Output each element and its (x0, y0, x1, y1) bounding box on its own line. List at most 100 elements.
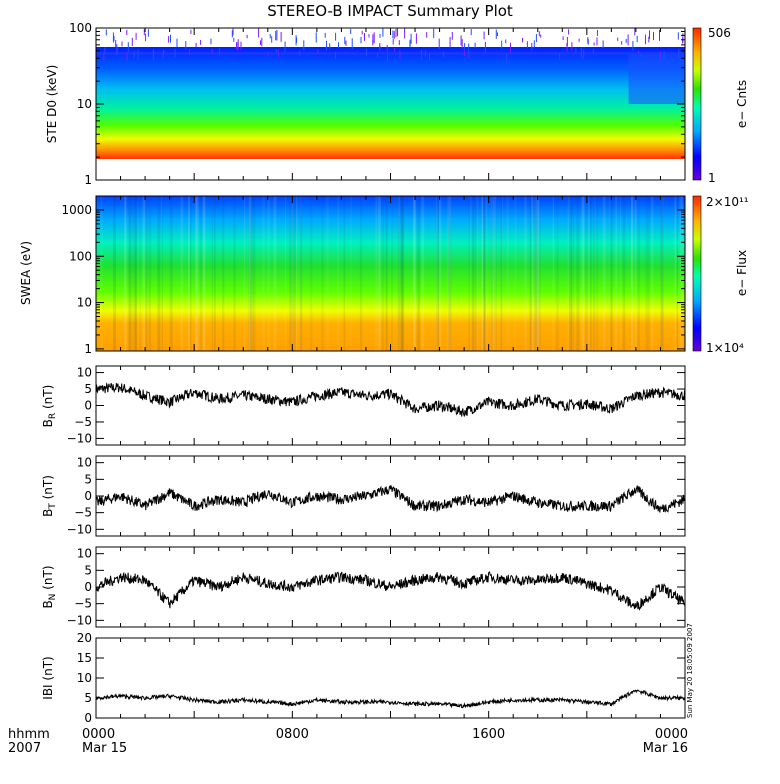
ste-count-speck (382, 28, 384, 37)
swea-stripe (491, 196, 494, 351)
swea-stripe (385, 196, 388, 351)
ste-count-speck (386, 44, 388, 52)
ste-count-speck (324, 33, 326, 38)
swea-stripe (397, 196, 401, 351)
swea-stripe (631, 196, 634, 351)
ste-count-speck (145, 33, 147, 42)
swea-stripe (113, 196, 116, 351)
ste-count-speck (188, 48, 190, 55)
swea-stripe (326, 196, 329, 351)
ste-count-speck (350, 28, 352, 34)
ste-count-speck (531, 42, 533, 51)
ste-count-speck (410, 33, 412, 44)
ste-spectrogram (96, 47, 685, 159)
ste-count-speck (395, 28, 397, 38)
swea-stripe (534, 196, 538, 351)
br-ytick-label: −5 (74, 415, 92, 429)
ste-count-speck (433, 28, 435, 39)
swea-colorbar-label: e− Flux (735, 250, 749, 296)
ste-count-speck (596, 29, 598, 36)
bt-ytick-label: 5 (84, 472, 92, 486)
br-ytick-label: 5 (84, 382, 92, 396)
swea-stripe (400, 196, 404, 351)
swea-stripe (500, 196, 503, 351)
swea-stripe (343, 196, 346, 351)
bt-ytick-label: −10 (67, 522, 92, 536)
swea-stripe (524, 196, 527, 351)
ste-count-speck (269, 34, 271, 39)
swea-stripe (471, 196, 474, 351)
ste-count-speck (135, 32, 137, 40)
ste-count-speck (638, 50, 640, 54)
ste-count-speck (267, 52, 269, 56)
ste-count-speck (648, 36, 650, 43)
ste-count-speck (127, 42, 129, 53)
ste-count-speck (443, 51, 445, 58)
ste-count-speck (677, 32, 679, 40)
swea-stripe (412, 196, 416, 351)
ste-count-speck (632, 41, 634, 51)
swea-stripe (243, 196, 246, 351)
swea-stripe (631, 196, 633, 351)
swea-stripe (233, 196, 236, 351)
swea-stripe (401, 196, 405, 351)
ste-count-speck (246, 34, 248, 39)
ste-count-speck (583, 49, 585, 59)
ste-ytick-label: 100 (69, 21, 92, 35)
ste-count-speck (682, 33, 684, 44)
ste-count-speck (602, 40, 604, 48)
ste-count-speck (210, 38, 212, 45)
ste-count-speck (463, 50, 465, 56)
ste-count-speck (317, 49, 319, 54)
ste-count-speck (137, 49, 139, 60)
swea-stripe (674, 196, 677, 351)
swea-stripe (448, 196, 451, 351)
bt-frame (95, 455, 686, 537)
swea-stripe (124, 196, 127, 351)
br-ytick-label: −10 (67, 431, 92, 445)
swea-stripe (661, 196, 664, 351)
swea-stripe (262, 196, 265, 351)
swea-stripe (637, 196, 640, 351)
swea-stripe (593, 196, 596, 351)
ste-late-drop (628, 54, 685, 104)
ste-count-speck (351, 38, 353, 49)
swea-stripe (490, 196, 493, 351)
bn-ytick-label: 5 (84, 563, 92, 577)
ste-count-speck (393, 31, 395, 39)
bt-ytick-label: 10 (77, 456, 92, 470)
ste-count-speck (566, 43, 568, 52)
swea-stripe (285, 196, 287, 351)
ste-count-speck (562, 36, 564, 40)
ste-count-speck (168, 36, 170, 43)
ste-count-speck (438, 38, 440, 50)
ste-count-speck (535, 34, 537, 43)
ste-count-speck (392, 38, 394, 45)
time-tick-date: Mar 16 (643, 741, 688, 756)
swea-stripe (576, 196, 580, 351)
swea-stripe (552, 196, 554, 351)
ste-count-speck (461, 39, 463, 49)
swea-stripe (413, 196, 416, 351)
bn-ytick-label: −10 (67, 613, 92, 627)
swea-stripe (132, 196, 134, 351)
ste-count-speck (258, 28, 260, 38)
bmag-ytick-label: 10 (77, 671, 92, 685)
swea-stripe (622, 196, 626, 351)
swea-stripe (438, 196, 442, 351)
ste-count-speck (404, 28, 406, 39)
swea-stripe (556, 196, 559, 351)
ste-count-speck (460, 35, 462, 46)
swea-stripe (662, 196, 664, 351)
bmag-y-label: IBI (nT) (41, 656, 55, 699)
ste-count-speck (190, 29, 192, 35)
ste-count-speck (176, 40, 178, 48)
bn-ytick-label: 0 (84, 580, 92, 594)
swea-stripe (469, 196, 473, 351)
swea-stripe (100, 196, 103, 351)
ste-panel: 1 10 100 STE D0 (keV) 506 1 e− Cnts (45, 21, 749, 187)
ste-count-speck (126, 52, 128, 62)
swea-stripe (506, 196, 510, 351)
ste-count-speck (275, 49, 277, 54)
swea-stripe (134, 196, 137, 351)
